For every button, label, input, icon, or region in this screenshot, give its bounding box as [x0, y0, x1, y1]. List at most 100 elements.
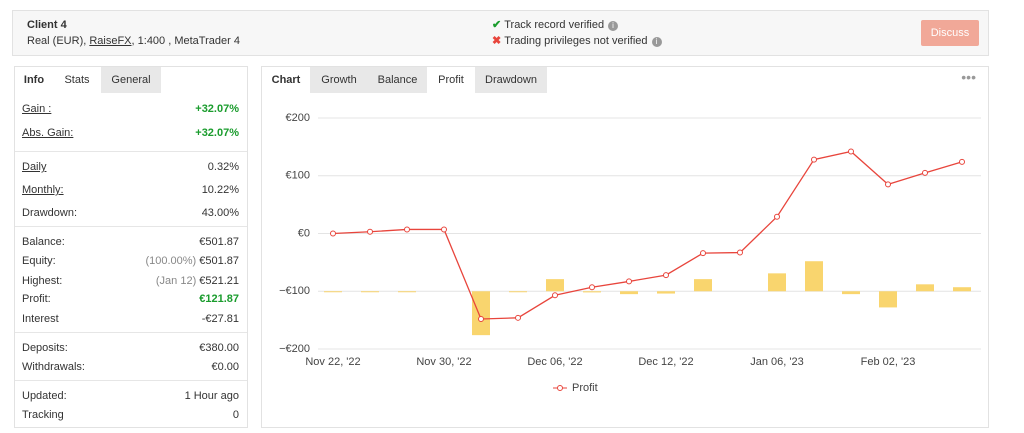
point — [515, 314, 521, 321]
stat-row: Gain : +32.07% — [22, 101, 239, 117]
stat-number: +32.07% — [195, 103, 239, 115]
stat-number: +32.07% — [195, 127, 239, 139]
legend-marker — [557, 385, 563, 391]
x-tick-label: Dec 12, '22 — [638, 356, 693, 368]
stat-number: €0.00 — [211, 361, 239, 373]
status-icon: ✖ — [492, 35, 502, 47]
stat-number: -€27.81 — [201, 313, 239, 325]
point — [811, 156, 817, 163]
broker-link[interactable]: RaiseFX — [89, 35, 132, 47]
stat-value: 0.32% — [208, 159, 239, 175]
status-icon: ✔ — [492, 19, 502, 31]
bar — [657, 291, 675, 294]
divider — [15, 151, 247, 152]
point — [330, 230, 336, 237]
y-tick-label: −€100 — [279, 285, 310, 297]
bar — [583, 291, 601, 293]
tab[interactable]: Growth — [310, 67, 368, 93]
tab[interactable]: Drawdown — [475, 67, 547, 93]
status-text: Trading privileges not verified — [504, 35, 648, 47]
bar — [509, 291, 527, 293]
y-tick-label: €200 — [286, 112, 310, 124]
stat-number: 0.32% — [207, 161, 239, 173]
bar — [546, 279, 564, 292]
stat-value: (Jan 12) €521.21 — [156, 273, 239, 289]
stat-label: Monthly: — [22, 184, 64, 196]
point — [404, 226, 410, 233]
status: ✔ Track record verified i — [492, 18, 619, 31]
point — [959, 158, 965, 165]
bar — [805, 261, 823, 292]
stat-row: Withdrawals: €0.00 — [22, 359, 239, 375]
discuss-button[interactable]: Discuss — [921, 20, 979, 46]
point — [478, 315, 484, 322]
bar — [842, 291, 860, 295]
stat-row: Balance: €501.87 — [22, 234, 239, 250]
y-tick-label: −€200 — [279, 343, 310, 355]
tab[interactable]: Stats — [53, 67, 101, 93]
stat-row: Interest -€27.81 — [22, 311, 239, 327]
stat-number: €380.00 — [199, 342, 239, 354]
stat-label: Equity: — [22, 255, 56, 267]
stat-value: -€27.81 — [202, 311, 239, 327]
bar — [694, 279, 712, 292]
divider — [15, 332, 247, 333]
stat-label: Abs. Gain: — [22, 127, 74, 139]
stat-value: €121.87 — [199, 291, 239, 307]
divider — [15, 226, 247, 227]
stat-number: 1 Hour ago — [184, 390, 239, 402]
y-tick-label: €100 — [286, 170, 310, 182]
tab[interactable]: Chart — [262, 67, 310, 93]
tab[interactable]: Profit — [427, 67, 475, 93]
stats-panel: Info Stats General Gain : +32.07% Abs. Gain: +… — [14, 66, 248, 428]
stat-note: (100.00%) — [145, 255, 197, 267]
bar — [472, 291, 490, 336]
stat-row: Drawdown: 43.00% — [22, 205, 239, 221]
point — [737, 249, 743, 256]
stat-row: Equity: (100.00%) €501.87 — [22, 253, 239, 269]
tab[interactable]: General — [101, 67, 161, 93]
stat-label: Drawdown: — [22, 207, 78, 219]
stat-label: Tracking — [22, 409, 64, 421]
legend-label: Profit — [572, 382, 598, 394]
stat-label: Updated: — [22, 390, 67, 402]
stat-number: €521.21 — [199, 275, 239, 287]
stat-value: +32.07% — [195, 101, 239, 117]
stat-label: Daily — [22, 161, 47, 173]
info-icon[interactable]: i — [608, 21, 619, 31]
line — [332, 150, 963, 320]
stat-label: Withdrawals: — [22, 361, 85, 373]
stat-label: Balance: — [22, 236, 65, 248]
point — [626, 278, 632, 285]
stat-label: Profit: — [22, 293, 51, 305]
header: Client 4 Real (EUR), RaiseFX, 1:400 , Me… — [12, 10, 989, 56]
info-icon[interactable]: i — [651, 37, 662, 47]
stat-number: 10.22% — [201, 184, 239, 196]
bar — [768, 273, 786, 292]
stat-value: 0 — [233, 407, 239, 423]
stat-row: Monthly: 10.22% — [22, 182, 239, 198]
bar — [620, 291, 638, 295]
tab[interactable]: Info — [15, 67, 53, 93]
bar — [324, 291, 342, 293]
stat-row: Deposits: €380.00 — [22, 340, 239, 356]
menu-dots[interactable]: ••• — [961, 69, 976, 85]
stat-value: €0.00 — [211, 359, 239, 375]
chart-panel: ••• Chart Growth Balance Profit Drawdown — [261, 66, 989, 428]
account-info: Real (EUR), RaiseFX, 1:400 , MetaTrader … — [27, 35, 240, 47]
point — [885, 181, 891, 188]
x-tick-label: Nov 22, '22 — [305, 356, 360, 368]
account-type: Real (EUR), — [27, 35, 90, 47]
bar — [398, 291, 416, 293]
point — [552, 292, 558, 299]
stat-row: Profit: €121.87 — [22, 291, 239, 307]
tab[interactable]: Balance — [368, 67, 427, 93]
x-tick-label: Dec 06, '22 — [527, 356, 582, 368]
stat-label: Interest — [22, 313, 59, 325]
x-tick-label: Jan 06, '23 — [750, 356, 803, 368]
stat-label: Highest: — [22, 275, 63, 287]
stat-value: €380.00 — [199, 340, 239, 356]
stat-row: Tracking 0 — [22, 407, 239, 423]
